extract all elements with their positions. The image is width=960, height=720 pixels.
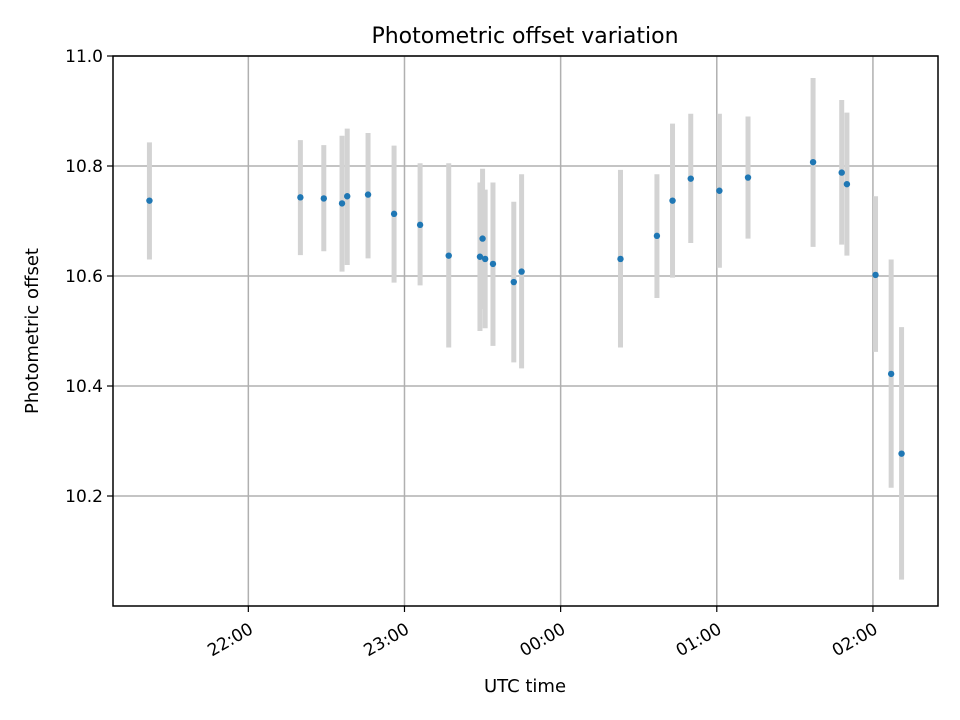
- data-point: [809, 158, 817, 166]
- x-tick-label: 23:00: [360, 619, 412, 661]
- data-point: [390, 210, 398, 218]
- x-axis-label: UTC time: [484, 676, 566, 697]
- y-tick-label: 10.8: [65, 157, 103, 177]
- data-point: [364, 191, 372, 198]
- data-point: [887, 370, 895, 378]
- x-tick-label: 01:00: [673, 619, 725, 661]
- data-point: [445, 252, 452, 259]
- x-tick-label: 22:00: [204, 619, 256, 661]
- data-point: [687, 175, 694, 182]
- data-point: [653, 232, 661, 240]
- data-point: [320, 195, 328, 202]
- data-point: [476, 253, 484, 260]
- x-tick-label: 02:00: [829, 619, 881, 661]
- x-tick-label: 00:00: [517, 619, 569, 661]
- y-tick-label: 11.0: [65, 47, 103, 67]
- data-point: [146, 197, 153, 204]
- data-point: [843, 180, 851, 188]
- data-point: [481, 255, 489, 263]
- y-axis-label: Photometric offset: [22, 248, 43, 414]
- error-bars: [146, 78, 905, 580]
- axis-ticks: 22:00 23:00 00:00 01:00 02:00 10.2 10.4 10.6 10.…: [65, 47, 881, 661]
- data-point: [510, 278, 517, 286]
- data-point: [716, 187, 723, 194]
- y-tick-label: 10.4: [65, 377, 103, 397]
- data-point: [489, 260, 497, 268]
- y-tick-label: 10.2: [65, 487, 103, 507]
- data-point: [416, 221, 424, 229]
- data-point: [518, 268, 525, 275]
- data-point: [297, 194, 304, 201]
- data-points: [146, 158, 905, 457]
- data-point: [872, 271, 879, 279]
- data-point: [744, 174, 752, 181]
- data-point: [617, 255, 624, 263]
- data-point: [669, 197, 676, 204]
- plot-frame: [112, 55, 939, 607]
- chart-title: Photometric offset variation: [371, 24, 678, 49]
- y-tick-label: 10.6: [65, 267, 103, 287]
- data-point: [344, 193, 351, 200]
- data-point: [338, 200, 346, 207]
- data-point: [898, 450, 905, 457]
- data-point: [838, 169, 845, 176]
- data-point: [479, 235, 486, 242]
